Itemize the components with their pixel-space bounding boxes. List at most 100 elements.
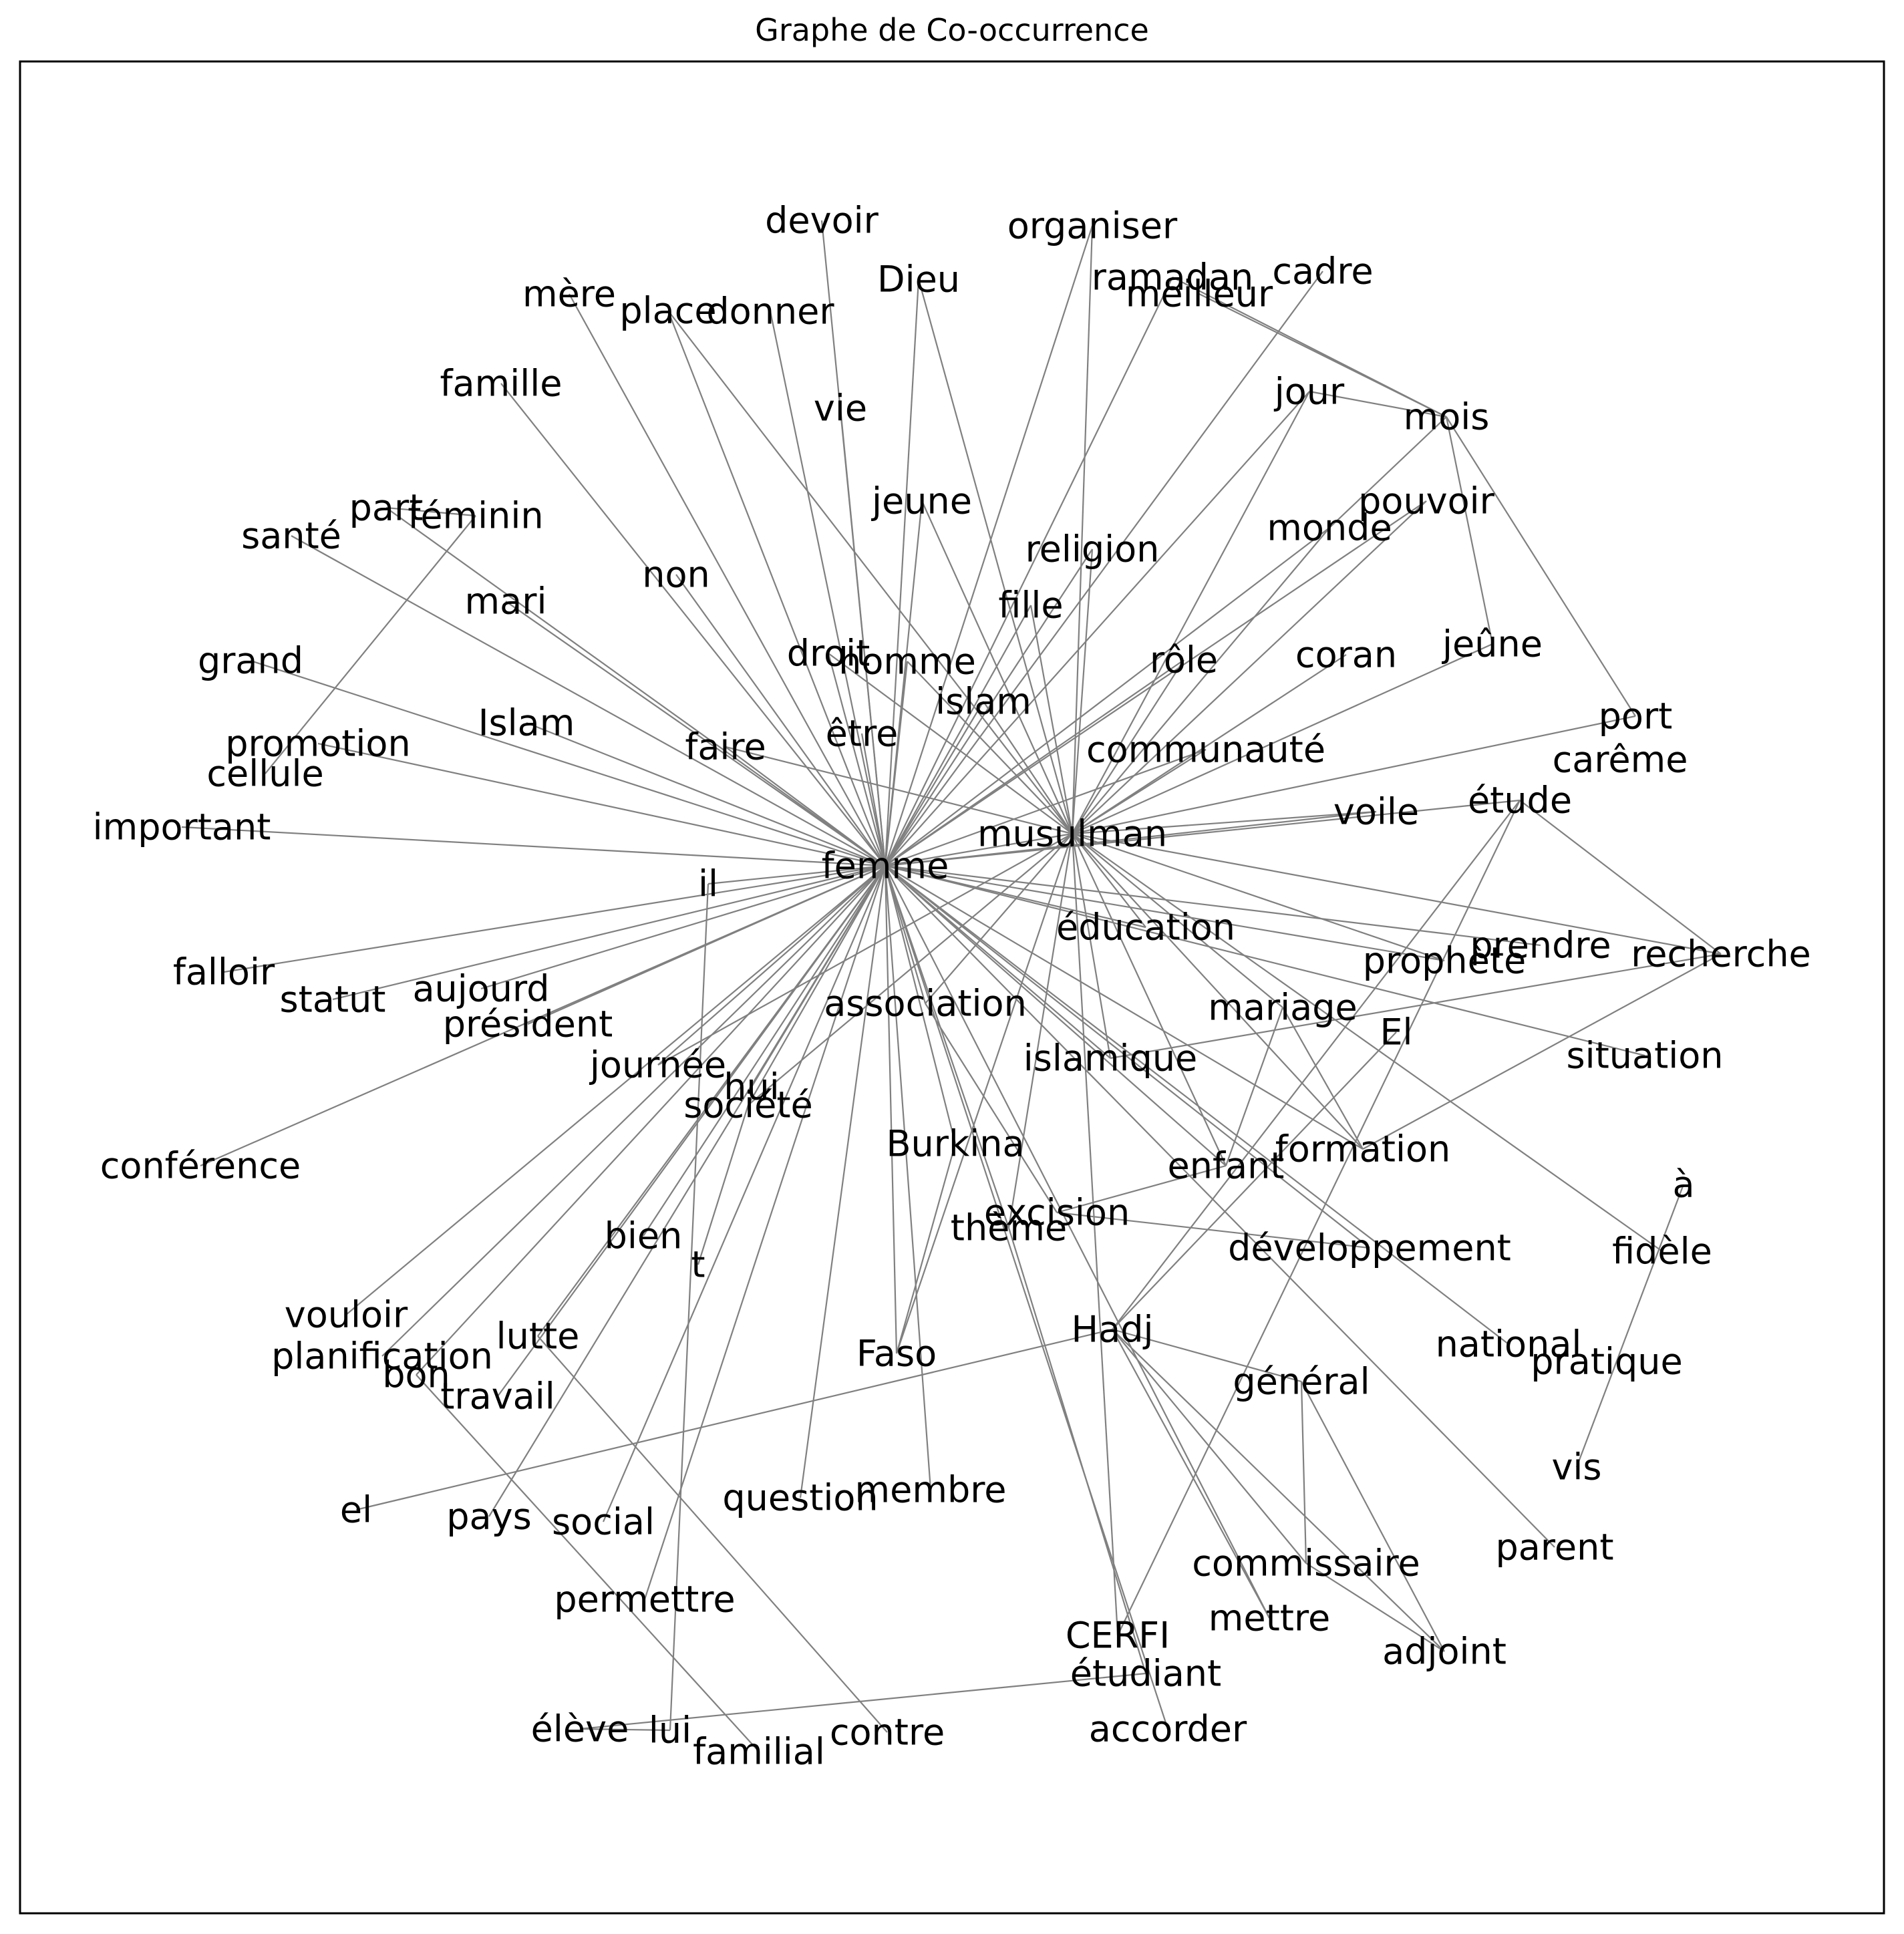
node-label: éducation [1056, 907, 1235, 949]
edge-femme-falloir [223, 864, 886, 973]
edge-part-féminin [385, 506, 476, 517]
node-label: il [698, 863, 718, 905]
node-label: El [1380, 1011, 1412, 1054]
edge-femme-organiser [884, 225, 1094, 866]
node-label: ramadan [1092, 257, 1254, 299]
node-label: religion [1025, 528, 1160, 571]
edge-musulman-rôle [1072, 659, 1184, 834]
edge-femme-aujourd [480, 864, 886, 990]
node-label: pays [446, 1496, 531, 1538]
edge-général-commissaire [1300, 1381, 1307, 1564]
edge-femme-pays [488, 865, 886, 1517]
edge-femme-journée [657, 865, 886, 1066]
edge-étude-Hadj [1112, 800, 1521, 1330]
node-label: hui [724, 1066, 779, 1108]
node-label: commissaire [1192, 1543, 1420, 1585]
edge-femme-vouloir [345, 865, 886, 1315]
edge-femme-bien [643, 865, 886, 1237]
edge-bon-familial [416, 1374, 760, 1752]
edge-femme-développement [885, 865, 1370, 1249]
edge-femme-grand [250, 659, 886, 867]
node-label: cadre [1272, 251, 1373, 293]
edge-femme-société [748, 865, 886, 1106]
edge-musulman-droit [828, 653, 1073, 834]
edge-thème-étudiant [1007, 1227, 1147, 1674]
edge-musulman-éducation [1072, 833, 1146, 928]
edge-femme-travail [497, 865, 886, 1397]
edge-musulman-journée [657, 833, 1073, 1066]
node-label: organiser [1007, 205, 1178, 247]
edge-femme-religion [885, 548, 1093, 866]
edge-élève-lui [579, 1728, 671, 1732]
node-label: t [691, 1244, 705, 1286]
edge-El-Hadj [1112, 1031, 1397, 1330]
edge-femme-vie [839, 408, 887, 866]
node-label: association [824, 983, 1027, 1025]
node-label: CERFI [1066, 1615, 1170, 1657]
node-label: islamique [1023, 1037, 1198, 1080]
edge-féminin-cellule [265, 515, 476, 774]
node-label: développement [1228, 1227, 1511, 1269]
edge-musulman-thème [1007, 833, 1074, 1229]
edge-commissaire-adjoint [1305, 1563, 1445, 1652]
node-label: membre [855, 1469, 1007, 1511]
node-label: planification [271, 1335, 493, 1378]
node-label: bien [605, 1215, 683, 1257]
node-label: familial [693, 1731, 825, 1773]
node-label: communauté [1086, 729, 1325, 771]
edge-musulman-communauté [1072, 749, 1207, 834]
node-label: président [443, 1003, 613, 1045]
edge-femme-santé [291, 535, 886, 866]
edge-femme-Islam [526, 721, 886, 867]
edge-musulman-coran [1072, 654, 1347, 834]
node-label: mariage [1208, 987, 1358, 1029]
edge-femme-membre [884, 865, 932, 1490]
edge-lutte-contre [537, 1335, 888, 1733]
node-label: aujourd [412, 968, 549, 1010]
node-label: santé [241, 515, 341, 557]
node-label: promotion [225, 723, 410, 765]
node-label: recherche [1631, 933, 1811, 975]
node-label: à [1672, 1164, 1694, 1206]
node-label: vie [814, 387, 867, 430]
node-label: journée [589, 1044, 726, 1086]
edge-femme-permettre [643, 865, 887, 1600]
edge-femme-islam [885, 701, 984, 866]
edge-femme-situation [885, 864, 1645, 1057]
edge-musulman-prophète [1072, 832, 1445, 962]
node-label: enfant [1168, 1145, 1285, 1187]
edge-femme-association [884, 865, 927, 1004]
node-label: donner [706, 291, 834, 333]
edge-mois-port [1446, 416, 1636, 717]
node-label: islam [935, 681, 1032, 723]
edge-musulman-fille [1029, 605, 1074, 834]
edge-femme-homme [884, 661, 909, 866]
edge-musulman-formation [1072, 833, 1364, 1150]
node-label: vouloir [285, 1294, 408, 1336]
node-label: social [552, 1501, 655, 1543]
node-label: droit [787, 633, 870, 675]
edge-femme-non [675, 574, 886, 866]
node-label: conférence [100, 1145, 301, 1187]
node-label: féminin [408, 495, 543, 537]
node-label: carême [1553, 739, 1688, 781]
edge-musulman-recherche [1072, 832, 1722, 955]
edge-jour-mois [1309, 390, 1447, 418]
node-label: situation [1566, 1035, 1723, 1077]
edge-femme-communauté [885, 748, 1207, 867]
edge-t-société [697, 1104, 750, 1265]
node-label: être [826, 713, 899, 755]
edge-excision-développement [1056, 1211, 1370, 1249]
edge-musulman-place [667, 310, 1073, 834]
node-label: étudiant [1070, 1653, 1221, 1695]
node-label: non [642, 554, 710, 596]
edge-formation-recherche [1362, 953, 1722, 1150]
edge-femme-il [707, 864, 886, 885]
node-label: devoir [765, 200, 879, 242]
edge-musulman-CERFI [1071, 833, 1119, 1636]
edge-à-vis [1575, 1184, 1685, 1468]
edge-Hadj-adjoint [1112, 1329, 1445, 1652]
node-label: question [722, 1477, 878, 1519]
node-label: étude [1468, 780, 1572, 822]
